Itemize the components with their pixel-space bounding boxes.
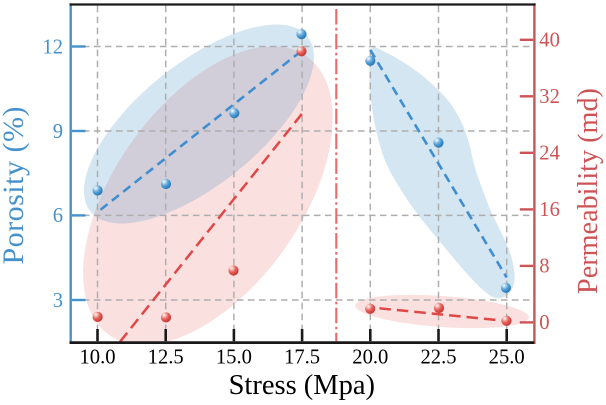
svg-text:0: 0 [539, 312, 549, 334]
svg-text:6: 6 [53, 205, 63, 227]
svg-text:Stress (Mpa): Stress (Mpa) [229, 370, 375, 401]
svg-text:25.0: 25.0 [489, 347, 525, 369]
svg-text:22.5: 22.5 [420, 347, 456, 369]
svg-text:Porosity (%): Porosity (%) [0, 106, 30, 264]
svg-text:Permeability (md): Permeability (md) [573, 88, 604, 294]
svg-text:8: 8 [539, 256, 549, 278]
svg-text:16: 16 [539, 199, 560, 221]
svg-text:9: 9 [53, 121, 63, 143]
svg-text:24: 24 [539, 143, 560, 165]
svg-text:40: 40 [539, 30, 560, 52]
svg-text:17.5: 17.5 [284, 347, 320, 369]
svg-text:12: 12 [42, 36, 63, 58]
svg-text:10.0: 10.0 [79, 347, 115, 369]
svg-text:32: 32 [539, 86, 560, 108]
svg-text:12.5: 12.5 [148, 347, 184, 369]
svg-text:20.0: 20.0 [352, 347, 388, 369]
svg-text:15.0: 15.0 [216, 347, 252, 369]
svg-text:3: 3 [53, 290, 63, 312]
